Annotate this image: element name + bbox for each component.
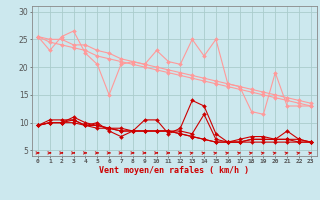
X-axis label: Vent moyen/en rafales ( km/h ): Vent moyen/en rafales ( km/h ) [100,166,249,175]
